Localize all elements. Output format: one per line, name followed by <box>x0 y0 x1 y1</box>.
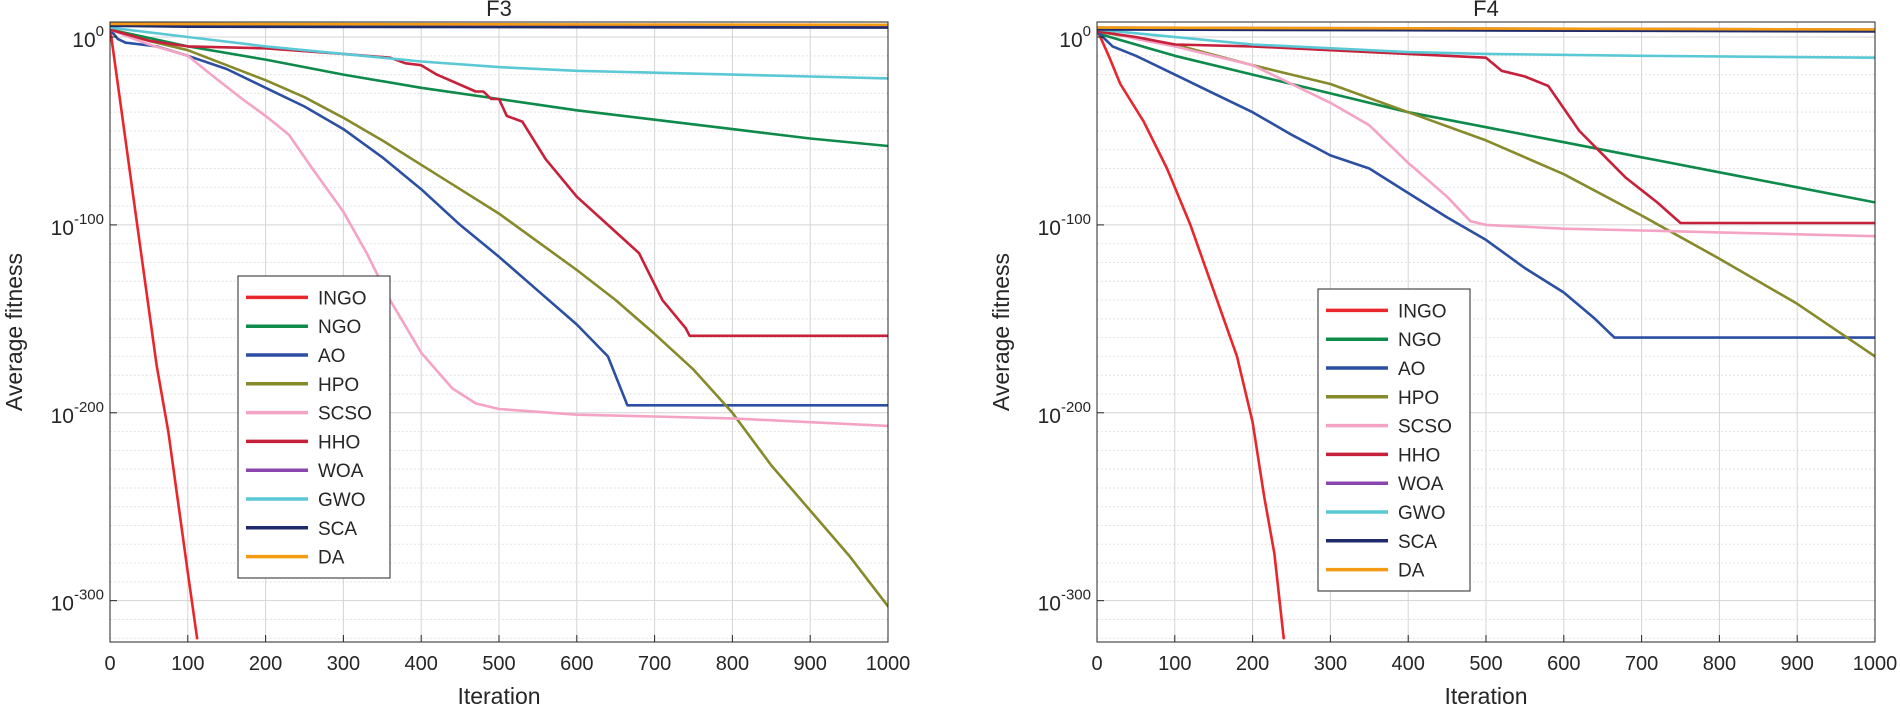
y-axis-label: Average fitness <box>1 253 27 411</box>
x-tick-label: 0 <box>104 653 115 675</box>
x-axis-label: Iteration <box>1444 683 1527 709</box>
series-line-hpo <box>110 28 888 608</box>
x-axis-label: Iteration <box>457 683 540 709</box>
x-tick-label: 200 <box>1236 653 1269 675</box>
series-line-gwo <box>1097 28 1875 60</box>
legend-label-hho: HHO <box>1398 445 1440 466</box>
chart-title: F3 <box>486 0 512 21</box>
y-tick-label: 10-100 <box>51 211 104 240</box>
x-tick-label: 800 <box>716 653 749 675</box>
y-tick-label: 100 <box>1059 23 1091 52</box>
legend-label-hpo: HPO <box>1398 388 1439 409</box>
legend-label-da: DA <box>1398 561 1425 582</box>
series-line-ingo <box>110 26 199 640</box>
series-line-da <box>110 22 888 27</box>
legend-box <box>237 275 391 579</box>
y-tick-label: 100 <box>72 23 104 52</box>
series-line-ingo <box>1097 28 1285 640</box>
series-line-gwo <box>110 26 888 80</box>
legend-label-scso: SCSO <box>318 404 372 425</box>
series-line-ao <box>1097 30 1875 339</box>
series-group <box>1097 26 1875 640</box>
legend-label-woa: WOA <box>1398 474 1444 495</box>
legend-label-hpo: HPO <box>318 375 359 396</box>
y-tick-label: 10-200 <box>51 399 104 428</box>
y-tick-label: 10-100 <box>1038 211 1091 240</box>
legend-label-sca: SCA <box>1398 532 1437 553</box>
x-tick-label: 1000 <box>1853 653 1898 675</box>
x-tick-label: 900 <box>1781 653 1814 675</box>
legend-label-scso: SCSO <box>1398 417 1452 438</box>
x-tick-label: 100 <box>1158 653 1191 675</box>
x-tick-label: 500 <box>482 653 515 675</box>
y-axis-label: Average fitness <box>988 253 1014 411</box>
x-tick-label: 400 <box>1392 653 1425 675</box>
y-tick-label: 10-200 <box>1038 399 1091 428</box>
series-line-hho <box>1097 30 1875 225</box>
legend-label-gwo: GWO <box>1398 503 1446 524</box>
legend-label-ingo: INGO <box>1398 301 1447 322</box>
legend-label-ngo: NGO <box>318 317 361 338</box>
series-line-sca <box>110 24 888 29</box>
series-group <box>110 22 888 640</box>
legend-label-da: DA <box>318 548 345 569</box>
x-tick-label: 800 <box>1703 653 1736 675</box>
x-tick-label: 300 <box>1314 653 1347 675</box>
x-tick-label: 900 <box>794 653 827 675</box>
series-line-sca <box>1097 28 1875 33</box>
series-line-ngo <box>1097 31 1875 204</box>
x-tick-label: 400 <box>405 653 438 675</box>
x-tick-label: 700 <box>1625 653 1658 675</box>
x-tick-label: 200 <box>249 653 282 675</box>
y-tick-label: 10-300 <box>1038 587 1091 616</box>
legend: INGO NGO AO HPO SCSO HHO WOA GWO SCA DA <box>237 275 391 579</box>
x-tick-label: 300 <box>327 653 360 675</box>
chart-panel-f3: 0 100 200 300 400 500 600 700 800 900 1000 100 10-10… <box>1 0 910 709</box>
legend-label-hho: HHO <box>318 432 360 453</box>
legend-label-woa: WOA <box>318 461 364 482</box>
x-tick-label: 500 <box>1469 653 1502 675</box>
x-tick-label: 1000 <box>866 653 911 675</box>
chart-panel-f4: 0 100 200 300 400 500 600 700 800 900 1000 100 10-10… <box>988 0 1897 709</box>
legend-label-gwo: GWO <box>318 490 366 511</box>
x-tick-label: 700 <box>638 653 671 675</box>
legend-label-ao: AO <box>1398 359 1425 380</box>
x-tick-label: 600 <box>560 653 593 675</box>
x-tick-label: 0 <box>1091 653 1102 675</box>
series-line-da <box>1097 26 1875 31</box>
legend-label-ingo: INGO <box>318 288 367 309</box>
legend: INGO NGO AO HPO SCSO HHO WOA GWO SCA DA <box>1317 288 1471 592</box>
legend-label-ngo: NGO <box>1398 330 1441 351</box>
x-tick-label: 100 <box>171 653 204 675</box>
x-tick-label: 600 <box>1547 653 1580 675</box>
legend-label-sca: SCA <box>318 519 357 540</box>
legend-box <box>1317 288 1471 592</box>
legend-label-ao: AO <box>318 346 345 367</box>
series-line-ao <box>110 28 888 407</box>
chart-title: F4 <box>1473 0 1499 21</box>
y-tick-label: 10-300 <box>51 587 104 616</box>
series-line-scso <box>1097 28 1875 238</box>
